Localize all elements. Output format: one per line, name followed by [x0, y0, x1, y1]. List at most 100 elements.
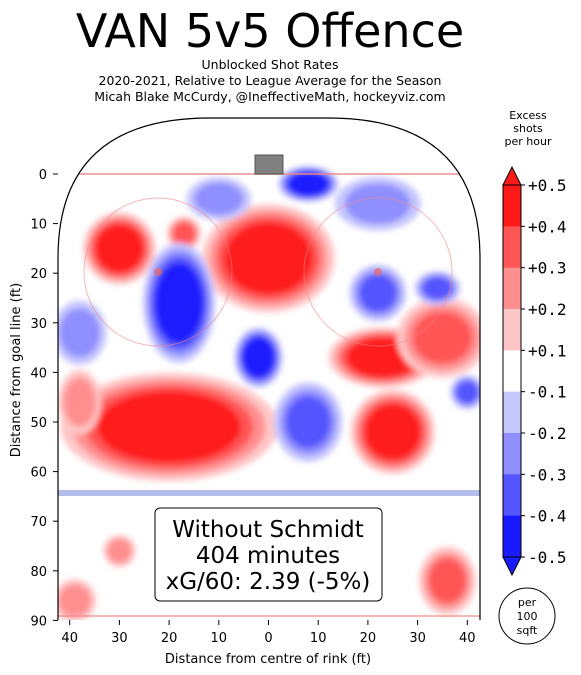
y-tick-label-3: 30	[30, 317, 47, 332]
plot-area	[58, 118, 480, 620]
heat-spot-13	[278, 165, 339, 202]
heat-spot-4	[350, 389, 435, 475]
heat-spot-16-level-3	[422, 277, 453, 300]
heat-spot-11	[142, 242, 216, 364]
colorbar-tick-label-9: -0.5	[528, 548, 567, 567]
colorbar-band-4	[503, 350, 521, 393]
y-axis-label: Distance from goal line (ft)	[9, 283, 24, 457]
colorbar-band-3	[503, 309, 521, 351]
heat-spot-12	[234, 327, 283, 388]
subtitle-line-2: 2020-2021, Relative to League Average fo…	[98, 73, 442, 88]
axes: 40 30 20 10 0 10 20 30 40 0 10 20 30 40 50 60 70 80 90 Dist…	[9, 168, 476, 667]
colorbar-band-7	[503, 474, 521, 517]
colorbar-tick-label-4: +0.1	[528, 341, 567, 360]
heat-spot-14	[274, 382, 343, 462]
y-tick-label-1: 10	[30, 218, 47, 233]
heat-spot-18	[58, 300, 107, 365]
heat-spot-8	[58, 579, 97, 620]
x-tick-label-3: 10	[211, 631, 228, 646]
colorbar-tick-label-5: -0.1	[528, 383, 567, 402]
colorbar-tick-label-3: +0.2	[528, 300, 567, 319]
unit-badge-line-3: sqft	[517, 624, 538, 637]
heat-spot-7	[418, 546, 476, 615]
heat-spot-6	[166, 216, 202, 251]
colorbar-tick-label-0: +0.5	[528, 176, 567, 195]
heat-layer	[58, 165, 480, 620]
heat-spot-9	[103, 534, 136, 568]
x-tick-label-0: 40	[61, 631, 78, 646]
heat-spot-19	[186, 177, 252, 221]
colorbar-band-0	[503, 185, 521, 227]
heat-spot-12-level-4	[245, 341, 272, 374]
annotation-line-3: xG/60: 2.39 (-5%)	[166, 569, 371, 595]
colorbar-tick-label-7: -0.3	[528, 465, 567, 484]
x-tick-label-5: 10	[310, 631, 327, 646]
heat-spot-10	[58, 369, 102, 435]
x-tick-label-6: 20	[360, 631, 377, 646]
heat-spot-9-level-2	[107, 538, 132, 564]
colorbar-top-arrow	[502, 165, 522, 186]
chart-title: VAN 5v5 Offence	[75, 4, 465, 58]
unit-badge-line-2: 100	[517, 610, 538, 623]
y-tick-label-6: 60	[30, 466, 47, 481]
y-tick-label-2: 20	[30, 267, 47, 282]
x-tick-label-2: 20	[161, 631, 178, 646]
heat-spot-1	[83, 212, 156, 285]
x-axis-label: Distance from centre of rink (ft)	[165, 652, 371, 667]
unit-badge-line-1: per	[518, 596, 537, 609]
heat-spot-5	[396, 297, 480, 378]
rink-boards	[57, 117, 481, 620]
heat-spot-4-level-4	[369, 408, 416, 455]
colorbar-band-5	[503, 391, 521, 434]
heat-spot-17	[334, 176, 421, 231]
colorbar-bottom-arrow	[502, 556, 522, 577]
colorbar-frame	[502, 184, 522, 558]
y-tick-label-5: 50	[30, 416, 47, 431]
subtitle-line-1: Unblocked Shot Rates	[201, 57, 339, 72]
heat-spot-17-level-2	[345, 183, 411, 225]
heat-spot-0	[202, 204, 335, 313]
x-tick-label-8: 40	[459, 631, 476, 646]
y-tick-label-7: 70	[30, 515, 47, 530]
faceoff-circle-right	[303, 197, 453, 347]
heat-spot-20	[450, 375, 480, 410]
colorbar-tick-label-6: -0.2	[528, 424, 567, 443]
y-tick-label-9: 90	[30, 614, 47, 629]
faceoff-dot-left	[154, 268, 162, 276]
heat-spot-13-level-4	[291, 174, 325, 194]
heat-spot-19-level-2	[194, 182, 244, 216]
annotation-frame	[154, 507, 383, 602]
faceoff-circle-left	[83, 197, 233, 347]
colorbar-title-line-3: per hour	[504, 135, 552, 148]
heat-spot-7-level-3	[428, 558, 466, 603]
heat-spot-15-level-3	[359, 274, 397, 312]
heat-spot-20-level-3	[456, 381, 479, 404]
heat-spot-11-level-4	[159, 270, 199, 336]
annotation-line-1: Without Schmidt	[172, 517, 363, 543]
heat-spot-14-level-3	[286, 396, 331, 448]
colorbar-tick-label-1: +0.4	[528, 217, 567, 236]
heat-spot-5-level-3	[412, 311, 472, 364]
heat-spot-2	[60, 372, 278, 482]
colorbar-title-line-2: shots	[513, 122, 543, 135]
colorbar-band-1	[503, 226, 521, 269]
colorbar-title-line-1: Excess	[509, 109, 547, 122]
colorbar-tick-label-8: -0.4	[528, 507, 567, 526]
y-tick-label-4: 40	[30, 366, 47, 381]
annotation-box: Without Schmidt 404 minutes xG/60: 2.39 …	[154, 507, 383, 602]
colorbar-band-8	[503, 515, 521, 558]
annotation-line-2: 404 minutes	[196, 543, 340, 569]
faceoff-dot-right	[374, 268, 382, 276]
heat-spot-8-level-2	[58, 584, 91, 617]
colorbar-band-2	[503, 267, 521, 310]
heat-spot-6-level-3	[172, 222, 196, 245]
goal-net	[254, 154, 284, 175]
heat-spot-10-level-2	[63, 377, 96, 427]
colorbar: +0.5 +0.4 +0.3 +0.2 +0.1 -0.1 -0.2 -0.3 -0.4 -0.5	[502, 165, 567, 577]
colorbar-tick-label-2: +0.3	[528, 259, 567, 278]
heat-spot-2-level-4	[109, 397, 229, 457]
heat-spot-3-level-4	[353, 341, 413, 374]
colorbar-band-6	[503, 433, 521, 475]
